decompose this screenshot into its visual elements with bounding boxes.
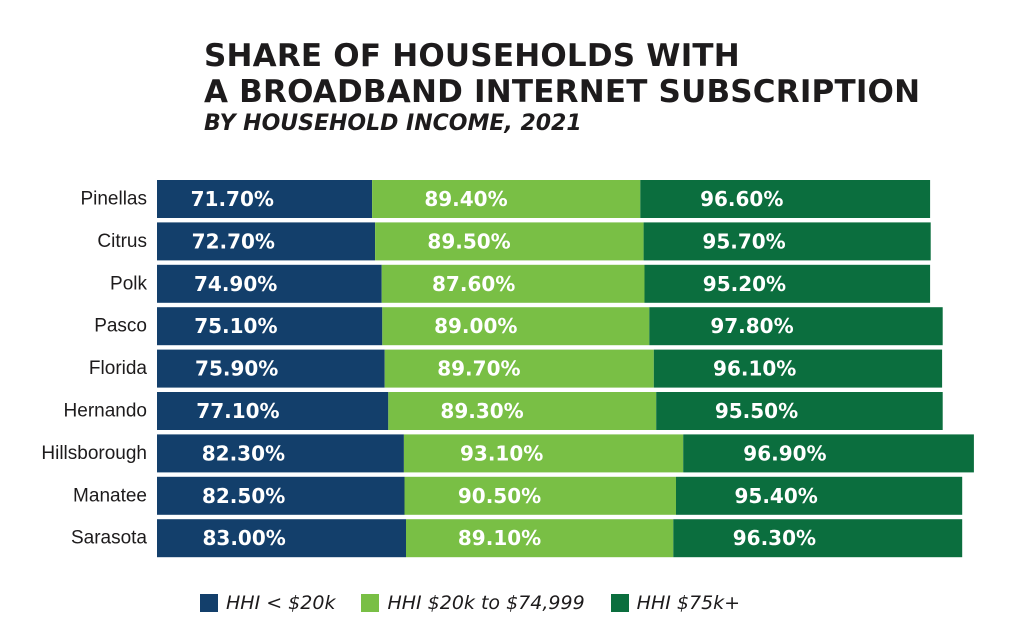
bar-label-florida-mid-income: 89.70% — [437, 357, 520, 381]
bar-citrus-high-income — [643, 222, 931, 261]
bar-label-citrus-mid-income: 89.50% — [427, 229, 510, 253]
legend-label-mid-income: HHI $20k to $74,999 — [387, 592, 585, 614]
bar-florida-mid-income — [384, 349, 654, 388]
bar-label-polk-mid-income: 87.60% — [432, 272, 515, 296]
bar-pasco-mid-income — [382, 307, 650, 346]
bar-label-hernando-high-income: 95.50% — [715, 399, 798, 423]
bar-label-manatee-low-income: 82.50% — [202, 484, 285, 508]
bar-pinellas-low-income — [157, 180, 373, 218]
bar-pasco-low-income — [157, 307, 383, 346]
bar-label-pasco-low-income: 75.10% — [194, 314, 277, 338]
legend-item-mid-income: HHI $20k to $74,999 — [361, 592, 585, 614]
row-label-polk: Polk — [110, 273, 147, 294]
bar-label-florida-high-income: 96.10% — [713, 357, 796, 381]
row-label-pinellas: Pinellas — [80, 189, 147, 210]
bar-polk-high-income — [644, 264, 931, 303]
row-label-citrus: Citrus — [97, 231, 147, 252]
bar-manatee-low-income — [157, 476, 405, 515]
bar-citrus-mid-income — [375, 222, 644, 261]
row-label-pasco: Pasco — [94, 316, 147, 337]
row-label-hillsborough: Hillsborough — [41, 443, 147, 464]
legend-swatch-mid-income — [361, 594, 380, 612]
bar-label-citrus-high-income: 95.70% — [702, 229, 785, 253]
row-label-manatee: Manatee — [73, 485, 147, 506]
chart-title-line-1: SHARE OF HOUSEHOLDS WITH — [204, 38, 740, 74]
bar-label-manatee-mid-income: 90.50% — [458, 484, 541, 508]
bar-pinellas-high-income — [640, 180, 931, 218]
bar-label-hillsborough-low-income: 82.30% — [202, 441, 285, 465]
legend-item-high-income: HHI $75k+ — [610, 592, 741, 614]
bar-sarasota-high-income — [673, 519, 963, 558]
bar-label-hernando-low-income: 77.10% — [196, 399, 279, 423]
bar-pasco-high-income — [649, 307, 943, 346]
chart-subtitle: BY HOUSEHOLD INCOME, 2021 — [204, 111, 582, 136]
row-label-hernando: Hernando — [64, 401, 147, 422]
legend-swatch-high-income — [610, 594, 629, 612]
bar-label-pasco-mid-income: 89.00% — [434, 314, 517, 338]
bar-pinellas-mid-income — [372, 180, 641, 218]
bar-label-pinellas-high-income: 96.60% — [700, 187, 783, 211]
bar-sarasota-mid-income — [406, 519, 674, 558]
legend-swatch-low-income — [200, 594, 218, 612]
legend-label-low-income: HHI < $20k — [226, 592, 336, 614]
bar-hernando-low-income — [157, 392, 389, 430]
bar-manatee-high-income — [676, 476, 963, 515]
bar-citrus-low-income — [157, 222, 376, 261]
bar-label-polk-high-income: 95.20% — [703, 272, 786, 296]
legend-item-low-income: HHI < $20k — [200, 592, 335, 614]
bar-hillsborough-mid-income — [403, 434, 684, 473]
row-label-sarasota: Sarasota — [71, 528, 147, 549]
bar-hillsborough-high-income — [683, 434, 974, 473]
bar-label-sarasota-low-income: 83.00% — [202, 526, 285, 550]
row-label-florida: Florida — [89, 358, 148, 379]
bar-hillsborough-low-income — [157, 434, 404, 473]
bar-hernando-high-income — [656, 392, 943, 430]
legend-label-high-income: HHI $75k+ — [636, 592, 741, 614]
chart-title-line-2: A BROADBAND INTERNET SUBSCRIPTION — [204, 74, 921, 110]
bar-manatee-mid-income — [404, 476, 676, 515]
bar-label-hernando-mid-income: 89.30% — [440, 399, 523, 423]
bar-sarasota-low-income — [157, 519, 406, 558]
bar-hernando-mid-income — [388, 392, 657, 430]
bar-label-florida-low-income: 75.90% — [195, 357, 278, 381]
bar-label-sarasota-high-income: 96.30% — [733, 526, 816, 550]
bar-label-sarasota-mid-income: 89.10% — [458, 526, 541, 550]
bar-florida-low-income — [157, 349, 385, 388]
bar-label-hillsborough-high-income: 96.90% — [743, 441, 826, 465]
bar-label-pinellas-mid-income: 89.40% — [424, 187, 507, 211]
bar-label-manatee-high-income: 95.40% — [735, 484, 818, 508]
chart-title-block: SHARE OF HOUSEHOLDS WITH A BROADBAND INT… — [204, 38, 994, 138]
bar-polk-mid-income — [381, 264, 645, 303]
bar-label-hillsborough-mid-income: 93.10% — [460, 441, 543, 465]
bar-label-polk-low-income: 74.90% — [194, 272, 277, 296]
bar-florida-high-income — [653, 349, 943, 388]
bar-polk-low-income — [157, 264, 382, 303]
chart-legend: HHI < $20k HHI $20k to $74,999 HHI $75k+ — [200, 592, 766, 614]
bar-label-pinellas-low-income: 71.70% — [191, 187, 274, 211]
bar-label-citrus-low-income: 72.70% — [192, 229, 275, 253]
bar-label-pasco-high-income: 97.80% — [710, 314, 793, 338]
